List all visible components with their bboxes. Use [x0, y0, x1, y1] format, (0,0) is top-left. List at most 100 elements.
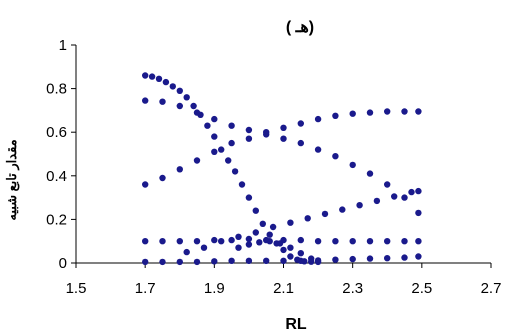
data-point: [193, 258, 201, 266]
data-point: [176, 166, 183, 173]
data-point: [401, 254, 408, 261]
data-point: [259, 220, 266, 227]
data-point: [193, 157, 201, 164]
data-point: [211, 115, 218, 123]
data-point: [401, 108, 408, 115]
data-point: [245, 135, 253, 142]
data-point: [314, 238, 322, 245]
data-point: [304, 215, 311, 222]
data-point: [148, 73, 156, 80]
data-point: [415, 209, 422, 217]
data-point: [269, 223, 277, 231]
data-point: [297, 250, 304, 257]
data-point: [228, 122, 235, 129]
data-point: [176, 258, 183, 266]
data-point: [297, 139, 304, 147]
data-point: [228, 236, 235, 244]
data-point: [287, 244, 294, 251]
data-point: [401, 238, 408, 245]
y-tick-label: 0.2: [46, 211, 67, 228]
data-point: [225, 157, 232, 164]
data-point: [176, 238, 183, 245]
data-point: [245, 235, 253, 243]
data-point: [245, 241, 253, 248]
data-point: [297, 257, 304, 264]
data-point: [280, 246, 287, 254]
axes: 1.5 1.7 1.9 2.1 2.3 2.5 2.7 0 0.2 0.4 0.6 0.8 1: [46, 37, 501, 297]
data-point: [280, 124, 287, 131]
data-point: [142, 72, 149, 79]
data-point: [408, 188, 415, 196]
data-point: [384, 181, 391, 188]
y-tick-label: 0.6: [46, 124, 67, 141]
data-point: [349, 238, 356, 245]
series-6: [142, 253, 422, 266]
data-point: [218, 238, 225, 245]
data-point: [159, 174, 166, 182]
data-point: [366, 170, 374, 177]
data-point: [287, 219, 294, 226]
data-point: [280, 257, 287, 264]
data-point: [193, 109, 201, 116]
data-point: [159, 98, 166, 105]
data-point: [176, 87, 183, 95]
data-point: [228, 257, 235, 264]
data-point: [252, 207, 259, 214]
data-point: [235, 233, 242, 240]
data-point: [238, 181, 246, 188]
x-tick-label: 2.7: [481, 280, 502, 297]
data-point: [193, 238, 201, 245]
data-point: [287, 253, 294, 260]
data-point: [231, 168, 239, 175]
data-point: [349, 161, 356, 169]
y-tick-label: 0.4: [46, 168, 67, 185]
series-5: [183, 187, 422, 256]
data-point: [366, 238, 374, 245]
data-point: [314, 146, 322, 153]
data-point: [211, 133, 218, 140]
data-point: [190, 102, 197, 110]
data-point: [280, 135, 287, 142]
x-tick-label: 1.5: [66, 280, 87, 297]
data-point: [349, 255, 356, 263]
data-point: [297, 236, 304, 244]
data-point: [266, 231, 273, 238]
data-point: [415, 108, 422, 115]
data-point: [366, 255, 374, 262]
series-4: [142, 235, 422, 245]
data-point: [391, 193, 398, 200]
data-point: [308, 255, 315, 262]
data-point: [162, 78, 170, 86]
data-point: [256, 239, 263, 246]
series-3: [142, 108, 422, 188]
data-point: [297, 120, 304, 127]
data-points: [142, 72, 422, 266]
y-tick-label: 0: [59, 255, 67, 272]
data-point: [245, 257, 253, 264]
data-point: [314, 115, 322, 123]
x-tick-label: 1.7: [135, 280, 156, 297]
data-point: [183, 94, 190, 101]
data-point: [321, 210, 329, 218]
data-point: [218, 146, 225, 153]
data-point: [159, 258, 166, 266]
data-point: [263, 257, 270, 264]
series-2: [142, 97, 422, 217]
data-point: [263, 129, 270, 136]
data-point: [339, 206, 346, 213]
x-tick-label: 1.9: [204, 280, 225, 297]
x-tick-label: 2.1: [273, 280, 294, 297]
data-point: [332, 238, 339, 245]
data-point: [252, 229, 259, 236]
data-point: [155, 75, 163, 83]
data-point: [159, 238, 166, 245]
data-point: [332, 256, 339, 263]
data-point: [332, 112, 339, 120]
data-point: [245, 126, 253, 134]
data-point: [276, 240, 284, 247]
x-tick-label: 2.3: [342, 280, 363, 297]
data-point: [384, 108, 391, 115]
data-point: [384, 255, 391, 262]
